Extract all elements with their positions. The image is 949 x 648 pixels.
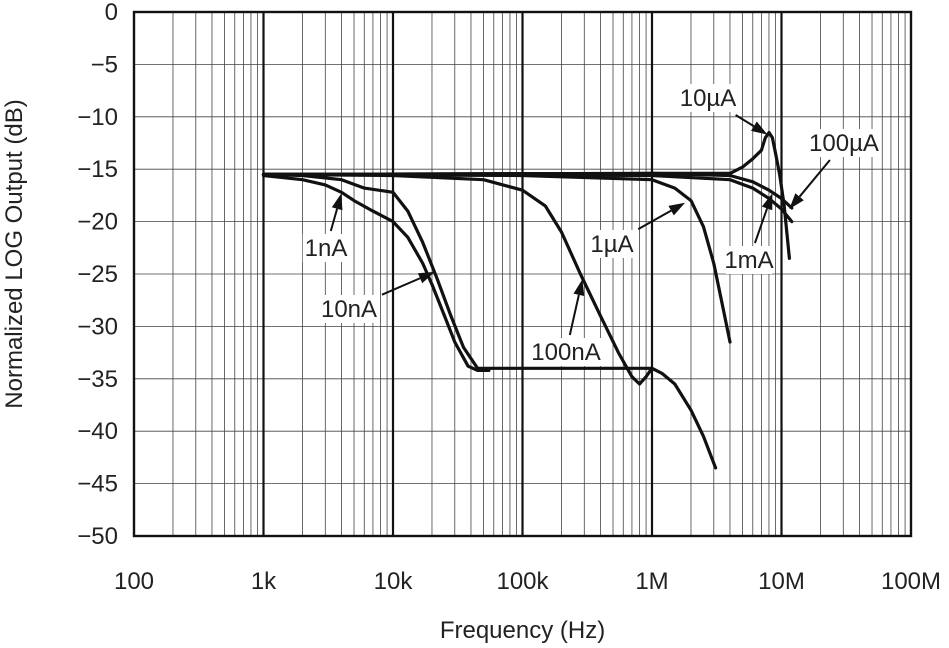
annotation-label-background xyxy=(319,295,379,323)
y-tick-label: −5 xyxy=(91,51,118,78)
plot-frame xyxy=(132,10,913,538)
annotation-label: 1nA xyxy=(305,235,348,262)
y-tick-label: 0 xyxy=(105,0,118,26)
annotation-1ma: 1mA xyxy=(724,193,774,274)
annotation-label-background xyxy=(725,246,773,274)
series-line-1ma xyxy=(261,172,794,224)
y-tick-label: −20 xyxy=(77,209,118,236)
annotation-arrow-head xyxy=(751,121,768,135)
x-tick-label: 100M xyxy=(881,568,941,595)
annotation-arrow-line xyxy=(735,114,755,128)
annotation-arrow-head xyxy=(573,279,585,297)
y-tick-label: −30 xyxy=(77,313,118,340)
annotation-label: 100nA xyxy=(531,339,600,366)
annotation-arrow-line xyxy=(637,209,672,231)
annotation-layer: 1nA 10nA 100nA 1µA 10µA 100µA 1mA xyxy=(302,84,881,366)
annotation-100na: 100nA xyxy=(529,279,603,366)
y-tick-label: −40 xyxy=(77,418,118,445)
x-tick-label: 1M xyxy=(635,568,668,595)
annotation-arrow-head xyxy=(668,202,686,216)
annotation-arrow-head xyxy=(331,193,343,211)
series-layer xyxy=(261,130,794,470)
annotation-arrow-line xyxy=(568,294,580,336)
annotation-1a: 1µA xyxy=(588,202,686,258)
x-tick-label: 10k xyxy=(374,568,414,595)
y-tick-label: −25 xyxy=(77,261,118,288)
annotation-1na: 1nA xyxy=(302,193,350,262)
y-tick-label: −35 xyxy=(77,366,118,393)
annotation-arrow-line xyxy=(754,208,769,244)
annotation-label: 10µA xyxy=(680,85,737,112)
annotation-label: 100µA xyxy=(809,130,879,157)
annotation-label-background xyxy=(807,129,881,157)
annotation-100a: 100µA xyxy=(789,129,881,210)
y-tick-label: −50 xyxy=(77,523,118,550)
annotation-arrow-head xyxy=(789,193,804,210)
x-axis-title: Frequency (Hz) xyxy=(440,617,605,644)
annotation-arrow-line xyxy=(329,208,339,232)
annotation-label: 10nA xyxy=(321,296,377,323)
annotation-arrow-head xyxy=(417,271,435,284)
x-tick-label: 100 xyxy=(114,568,154,595)
series-line-100na xyxy=(261,172,718,470)
y-tick-label: −15 xyxy=(77,156,118,183)
annotation-arrow-line xyxy=(381,277,421,296)
series-line-1na xyxy=(261,173,491,372)
series-line-1a xyxy=(261,172,732,344)
annotation-label-background xyxy=(302,234,350,262)
x-tick-label: 1k xyxy=(251,568,277,595)
series-line-10na xyxy=(261,172,654,370)
annotation-10na: 10nA xyxy=(319,271,435,323)
series-line-10a xyxy=(261,130,791,260)
annotation-arrow-head xyxy=(761,193,773,211)
annotation-label-background xyxy=(529,338,603,366)
series-line-100a xyxy=(261,171,794,210)
x-tick-label: 100k xyxy=(496,568,549,595)
y-tick-label: −10 xyxy=(77,104,118,131)
x-tick-label: 10M xyxy=(758,568,805,595)
y-tick-labels: 0 −5 −10 −15 −20 −25 −30 −35 −40 −45 −50 xyxy=(77,0,118,550)
annotation-10a: 10µA xyxy=(678,84,768,135)
y-tick-label: −45 xyxy=(77,471,118,498)
annotation-arrow-line xyxy=(798,159,831,198)
annotation-label: 1µA xyxy=(590,231,633,258)
major-grid xyxy=(262,12,783,536)
y-axis-title: Normalized LOG Output (dB) xyxy=(1,99,28,408)
annotation-label-background xyxy=(588,230,636,258)
annotation-label-background xyxy=(678,84,738,112)
annotation-label: 1mA xyxy=(724,247,773,274)
x-tick-labels: 100 1k 10k 100k 1M 10M 100M xyxy=(114,568,941,595)
